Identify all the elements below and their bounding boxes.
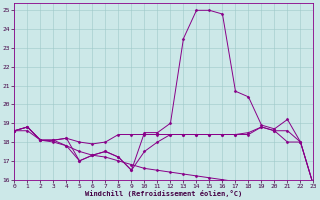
X-axis label: Windchill (Refroidissement éolien,°C): Windchill (Refroidissement éolien,°C) xyxy=(85,190,243,197)
